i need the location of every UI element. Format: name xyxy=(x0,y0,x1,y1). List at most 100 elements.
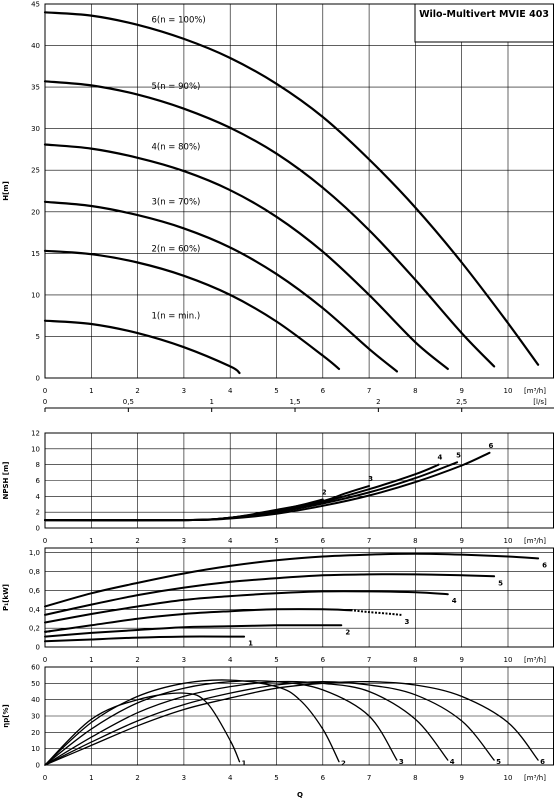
head-series-label: 6(n = 100%) xyxy=(151,16,205,26)
ls-tick-label: 1,5 xyxy=(289,398,300,406)
efficiency-x-tick-label: 6 xyxy=(321,774,326,782)
chart-title: Wilo-Multivert MVIE 403 xyxy=(419,9,549,20)
efficiency-series-label: 3 xyxy=(399,758,404,766)
head-x-tick-label: 6 xyxy=(321,387,326,395)
efficiency-y-tick-label: 30 xyxy=(31,713,40,721)
power-series-line xyxy=(44,608,352,633)
npsh-x-tick-label: 0 xyxy=(43,537,47,545)
npsh-y-tick-label: 8 xyxy=(36,461,40,469)
npsh-series-line xyxy=(44,451,491,522)
npsh-series-label: 2 xyxy=(322,489,327,497)
efficiency-series-line xyxy=(44,692,241,766)
head-x-tick-label: 9 xyxy=(459,387,463,395)
head-y-tick-label: 30 xyxy=(31,125,40,133)
power-y-tick-label: 0,4 xyxy=(29,606,41,614)
head-series-line xyxy=(43,319,241,375)
head-x-tick-label: 7 xyxy=(367,387,371,395)
power-x-tick-label: 6 xyxy=(321,656,326,664)
power-x-tick-label: 10 xyxy=(504,656,513,664)
npsh-y-tick-label: 6 xyxy=(36,477,41,485)
efficiency-series-label: 4 xyxy=(450,758,455,766)
power-series-line xyxy=(44,624,343,638)
head-series-line xyxy=(43,249,341,370)
power-series-line xyxy=(44,552,540,608)
power-x-tick-label: 7 xyxy=(367,656,371,664)
npsh-x-tick-label: 4 xyxy=(228,537,233,545)
head-y-tick-label: 40 xyxy=(31,42,40,50)
head-series-line xyxy=(43,11,540,366)
npsh-x-tick-label: 6 xyxy=(321,537,326,545)
ls-tick-label: 2,5 xyxy=(456,398,467,406)
head-x-tick-label: 3 xyxy=(182,387,186,395)
head-y-tick-label: 25 xyxy=(31,167,40,175)
head-series-line xyxy=(43,80,496,368)
power-x-tick-label: 0 xyxy=(43,656,47,664)
power-x-tick-label: 2 xyxy=(135,656,139,664)
efficiency-x-tick-label: 9 xyxy=(459,774,463,782)
npsh-y-tick-label: 4 xyxy=(36,493,41,501)
head-x-tick-label: 0 xyxy=(43,387,47,395)
power-y-tick-label: 0,8 xyxy=(29,568,40,576)
head-x-tick-label: 2 xyxy=(135,387,139,395)
power-series-line xyxy=(44,573,496,616)
power-x-tick-label: 1 xyxy=(89,656,93,664)
power-x-tick-label: 8 xyxy=(413,656,417,664)
npsh-x-tick-label: 7 xyxy=(367,537,371,545)
power-series-label: 6 xyxy=(542,561,547,569)
power-series-dashed xyxy=(350,609,402,616)
power-series-label: 2 xyxy=(345,628,350,636)
head-series-label: 5(n = 90%) xyxy=(151,82,200,92)
npsh-series-label: 5 xyxy=(456,451,461,459)
power-x-tick-label: 4 xyxy=(228,656,233,664)
power-series-line xyxy=(44,635,246,643)
npsh-y-tick-label: 0 xyxy=(36,525,40,533)
efficiency-x-tick-label: 1 xyxy=(89,774,93,782)
power-series-line xyxy=(44,590,449,624)
efficiency-x-tick-label: 3 xyxy=(182,774,186,782)
efficiency-y-tick-label: 10 xyxy=(31,745,40,753)
npsh-x-unit-label: [m³/h] xyxy=(524,537,546,545)
efficiency-series-label: 2 xyxy=(341,760,346,768)
power-series-label: 3 xyxy=(405,618,410,626)
efficiency-x-tick-label: 10 xyxy=(504,774,513,782)
efficiency-y-axis-label: ηp[%] xyxy=(2,704,10,727)
ls-tick-label: 2 xyxy=(376,398,380,406)
head-series-label: 1(n = min.) xyxy=(151,312,200,322)
power-series-label: 4 xyxy=(452,597,457,605)
efficiency-series-line xyxy=(44,680,539,766)
npsh-y-axis-label: NPSH [m] xyxy=(2,461,10,499)
head-x-tick-label: 1 xyxy=(89,387,93,395)
efficiency-y-tick-label: 40 xyxy=(31,696,40,704)
head-series-label: 4(n = 80%) xyxy=(151,142,200,152)
npsh-x-tick-label: 10 xyxy=(504,537,513,545)
npsh-y-tick-label: 12 xyxy=(31,430,40,438)
efficiency-x-tick-label: 5 xyxy=(274,774,278,782)
npsh-series-line xyxy=(44,461,459,522)
efficiency-series-label: 1 xyxy=(241,760,246,768)
head-y-tick-label: 15 xyxy=(31,250,40,258)
efficiency-panel: 0 1 2 3 4 5 6 7 8 9 10 0 10 20 30 40 50 60 [m³/h] ηp[%] Q 1 2 3… xyxy=(2,664,554,799)
ls-tick-label: 0 xyxy=(43,398,47,406)
efficiency-series-label: 6 xyxy=(540,758,545,766)
ls-tick-label: 0,5 xyxy=(123,398,134,406)
head-series-line xyxy=(43,200,398,373)
npsh-series-label: 4 xyxy=(438,454,443,462)
head-y-tick-label: 10 xyxy=(31,291,40,299)
power-panel: 0 1 2 3 4 5 6 7 8 9 10 0 0,2 0,4 0,6 0,8 1,0 [m³/h] P₁[kW]… xyxy=(2,547,554,664)
npsh-series-label: 6 xyxy=(488,442,493,450)
head-panel: 0 1 2 3 4 5 6 7 8 9 10051015202530354045[m³/h]H[m]… xyxy=(2,1,554,395)
ls-unit-label: [l/s] xyxy=(533,398,547,406)
npsh-y-tick-label: 2 xyxy=(36,509,40,517)
power-series-label: 1 xyxy=(248,640,253,648)
ls-tick-label: 1 xyxy=(209,398,213,406)
power-series-label: 5 xyxy=(498,579,503,587)
efficiency-x-axis-label: Q xyxy=(297,791,303,799)
power-series-dashed-start xyxy=(44,630,53,633)
power-y-tick-label: 1,0 xyxy=(29,549,40,557)
efficiency-y-tick-label: 50 xyxy=(31,680,40,688)
npsh-series-label: 3 xyxy=(368,475,373,483)
efficiency-x-unit-label: [m³/h] xyxy=(524,774,546,782)
head-series-line xyxy=(43,143,449,370)
